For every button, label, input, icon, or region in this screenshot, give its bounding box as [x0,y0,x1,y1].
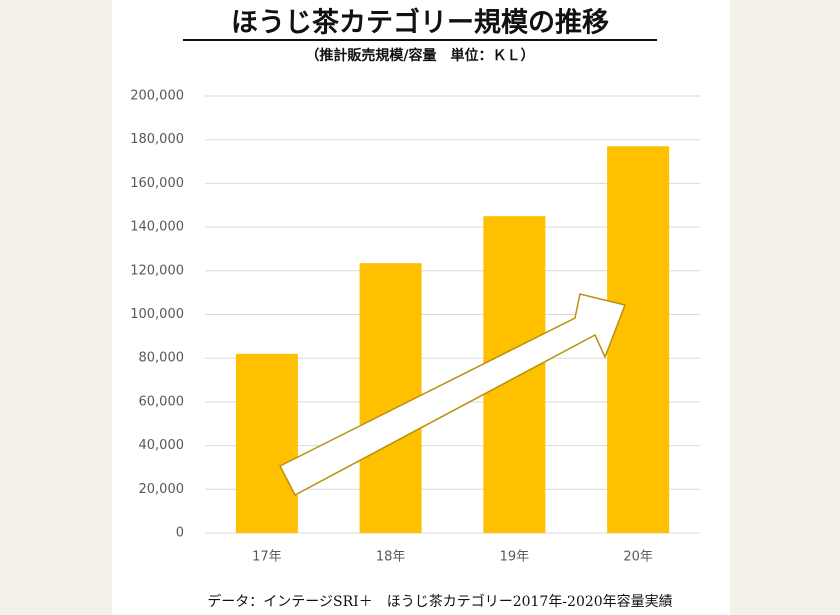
chart-title: ほうじ茶カテゴリー規模の推移 [231,7,609,39]
y-tick-label: 140,000 [130,220,184,235]
y-tick-label: 20,000 [139,482,185,497]
trend-arrow [278,293,627,497]
y-tick-label: 60,000 [139,394,185,409]
bar [235,353,298,533]
y-tick-label: 120,000 [130,263,184,278]
y-tick-label: 80,000 [139,351,185,366]
x-tick-label: 19年 [500,550,530,565]
y-tick-label: 160,000 [130,176,184,191]
y-tick-label: 100,000 [130,307,184,322]
y-tick-label: 0 [176,526,184,541]
y-tick-label: 180,000 [130,132,184,147]
bar [607,146,670,533]
y-tick-label: 40,000 [139,438,185,453]
source-note: データ：インテージSRI＋ ほうじ茶カテゴリー2017年-2020年容量実績 [207,593,672,610]
y-tick-label: 200,000 [130,89,184,104]
x-tick-label: 17年 [252,550,282,565]
chart-subtitle: （推計販売規模/容量 単位：ＫＬ） [305,47,534,64]
bar [359,263,422,533]
x-tick-label: 20年 [623,550,653,565]
x-tick-label: 18年 [376,550,406,565]
